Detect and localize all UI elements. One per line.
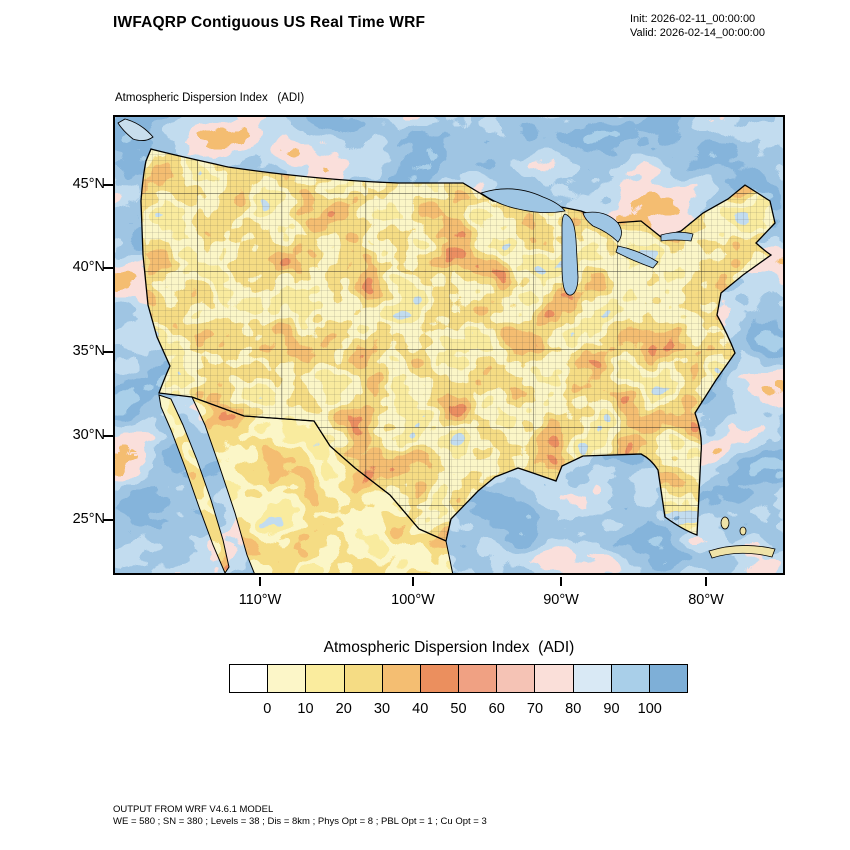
init-time: Init: 2026-02-11_00:00:00 — [630, 13, 756, 25]
colorbar-box — [382, 665, 421, 692]
lat-tick-label: 40°N — [72, 259, 105, 275]
map-frame — [113, 115, 785, 575]
colorbar-tick-label: 50 — [450, 701, 467, 717]
colorbar-tick-label: 90 — [603, 701, 620, 717]
lat-tick-label: 30°N — [72, 427, 105, 443]
colorbar-box — [535, 665, 574, 692]
lat-tick-mark — [103, 267, 113, 269]
init-valid-block: Init: 2026-02-11_00:00:00 Valid: 2026-02… — [630, 12, 765, 40]
colorbar-box — [420, 665, 460, 692]
map-panel — [113, 115, 785, 576]
colorbar-tick-label: 10 — [297, 701, 314, 717]
lat-tick-label: 25°N — [72, 511, 105, 527]
colorbar-tick-label: 80 — [565, 701, 582, 717]
lon-tick-mark — [705, 577, 707, 586]
colorbar-box — [497, 665, 536, 692]
cuba — [708, 545, 776, 559]
colorbar-tick-label: 70 — [526, 701, 544, 717]
lon-tick-mark — [412, 577, 414, 586]
colorbar-tick-label: 60 — [488, 701, 505, 717]
colorbar-box — [230, 665, 269, 692]
lat-tick-mark — [103, 519, 113, 521]
lon-tick-label: 100°W — [391, 592, 435, 608]
colorbar-tick-label: 30 — [373, 701, 391, 717]
colorbar-box — [344, 665, 383, 692]
colorbar-box — [459, 665, 498, 692]
lon-tick-label: 80°W — [688, 592, 724, 608]
lat-tick-label: 45°N — [72, 176, 105, 192]
lake-michigan — [561, 213, 579, 296]
colorbar-box — [649, 665, 688, 692]
valid-time: Valid: 2026-02-14_00:00:00 — [630, 27, 765, 39]
colorbar-tick-label: 20 — [335, 701, 352, 717]
colorbar-box — [573, 665, 612, 692]
model-output-note: OUTPUT FROM WRF V4.6.1 MODEL — [113, 804, 274, 815]
plot-title: IWFAQRP Contiguous US Real Time WRF — [113, 14, 426, 31]
lon-tick-label: 110°W — [238, 592, 282, 608]
colorbar-box — [268, 665, 307, 692]
bahamas-island — [720, 516, 730, 530]
caribbean-islands — [708, 516, 776, 559]
field-subtitle: Atmospheric Dispersion Index (ADI) — [115, 92, 305, 104]
us-adi-map — [113, 115, 785, 576]
lake-superior — [480, 188, 566, 213]
great-lakes — [480, 188, 694, 296]
lon-tick-label: 90°W — [543, 592, 579, 608]
colorbar-box — [611, 665, 650, 692]
lat-tick-mark — [103, 184, 113, 186]
colorbar — [229, 664, 688, 693]
lon-tick-mark — [259, 577, 261, 586]
bahamas-island-2 — [739, 526, 747, 536]
colorbar-title: Atmospheric Dispersion Index (ADI) — [323, 639, 575, 656]
lat-tick-label: 35°N — [72, 343, 105, 359]
lake-ontario — [660, 231, 694, 242]
lat-tick-mark — [103, 435, 113, 437]
colorbar-tick-label: 100 — [637, 701, 662, 717]
colorbar-tick-label: 40 — [412, 701, 429, 717]
lat-tick-mark — [103, 351, 113, 353]
lon-tick-mark — [560, 577, 562, 586]
model-config-note: WE = 580 ; SN = 380 ; Levels = 38 ; Dis … — [113, 816, 487, 827]
lake-huron — [582, 211, 622, 243]
lake-erie — [615, 245, 659, 269]
colorbar-tick-labels: 0 10 20 30 40 50 60 70 80 90 100 — [229, 701, 688, 719]
vancouver-island — [117, 118, 154, 142]
colorbar-tick-label: 0 — [263, 701, 272, 717]
colorbar-box — [306, 665, 345, 692]
